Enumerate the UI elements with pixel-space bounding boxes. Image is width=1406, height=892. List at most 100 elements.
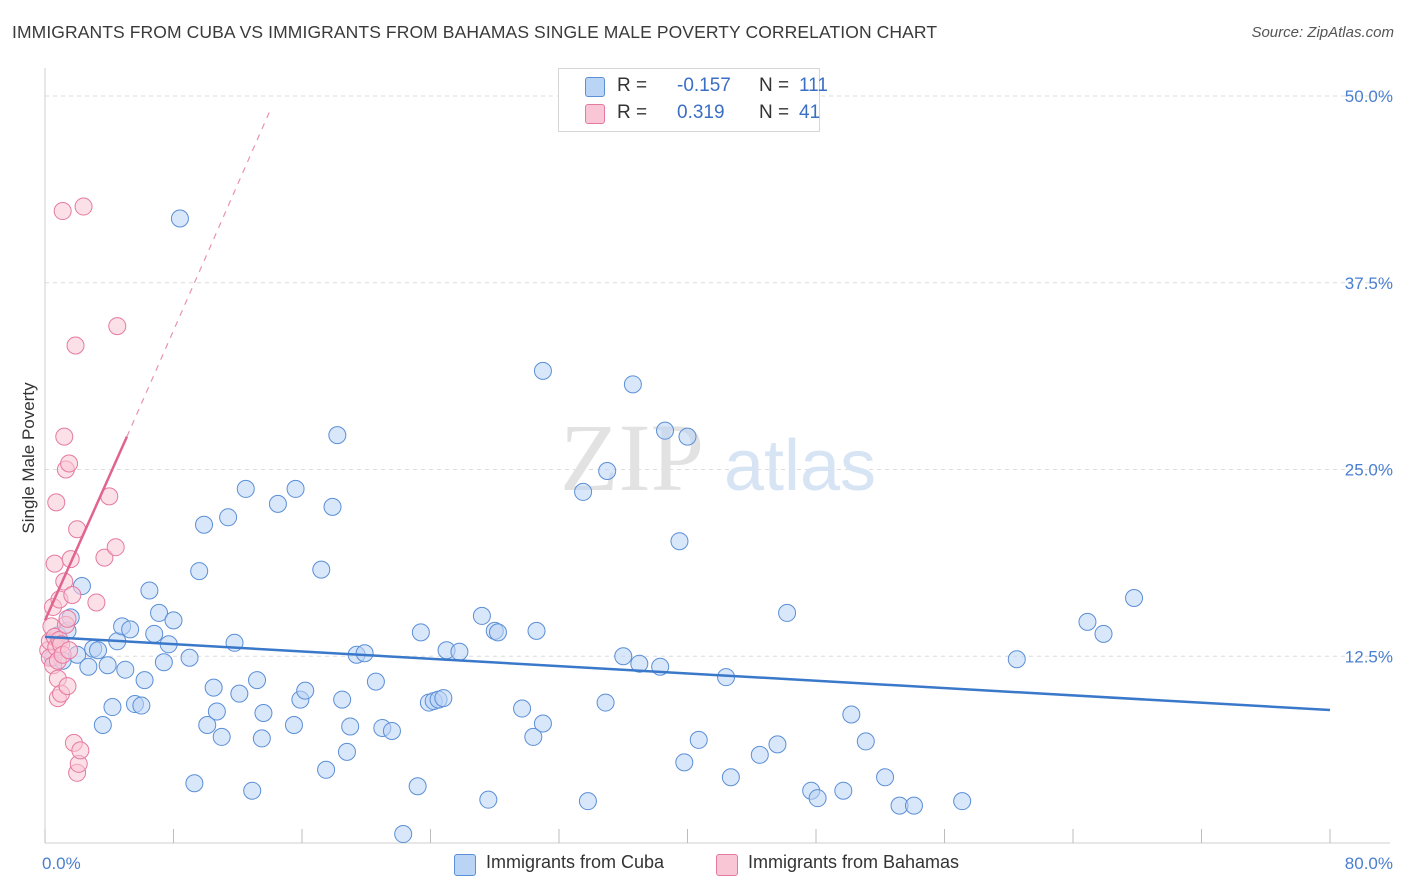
y-tick-label-0: 12.5% bbox=[1345, 647, 1393, 666]
cuba-point-97 bbox=[808, 789, 827, 808]
cuba-point-34 bbox=[212, 727, 231, 746]
cuba-point-15 bbox=[116, 660, 135, 679]
legend-cuba-r-label: R = bbox=[617, 75, 648, 96]
cuba-point-20 bbox=[140, 581, 159, 600]
cuba-point-26 bbox=[170, 209, 189, 228]
cuba-point-93 bbox=[750, 745, 769, 764]
cuba-point-103 bbox=[904, 796, 923, 815]
cuba-point-50 bbox=[323, 497, 342, 516]
cuba-point-16 bbox=[121, 620, 140, 639]
cuba-point-61 bbox=[408, 777, 427, 796]
cuba-point-107 bbox=[1094, 624, 1113, 643]
bottom-legend-swatch-cuba bbox=[454, 854, 476, 876]
cuba-point-38 bbox=[236, 479, 255, 498]
cuba-point-32 bbox=[204, 678, 223, 697]
cuba-point-45 bbox=[286, 479, 305, 498]
cuba-point-75 bbox=[527, 621, 546, 640]
axes bbox=[44, 68, 1390, 844]
y-tick-label-2: 37.5% bbox=[1345, 274, 1393, 293]
cuba-point-57 bbox=[366, 672, 385, 691]
cuba-point-47 bbox=[296, 681, 315, 700]
bahamas-point-26 bbox=[60, 454, 79, 473]
cuba-point-106 bbox=[1078, 612, 1097, 631]
cuba-point-100 bbox=[856, 732, 875, 751]
bahamas-point-8 bbox=[47, 493, 66, 512]
bahamas-point-36 bbox=[87, 593, 106, 612]
cuba-point-94 bbox=[768, 735, 787, 754]
cuba-point-23 bbox=[154, 653, 173, 672]
chart-source: Source: ZipAtlas.com bbox=[1251, 24, 1394, 41]
cuba-point-81 bbox=[598, 461, 617, 480]
bottom-legend-label-bahamas: Immigrants from Bahamas bbox=[748, 852, 960, 872]
y-tick-label-1: 25.0% bbox=[1345, 461, 1393, 480]
x-tick-labels: 0.0% 80.0% bbox=[42, 854, 1393, 873]
cuba-point-39 bbox=[243, 781, 262, 800]
x-tick-label-1: 80.0% bbox=[1345, 854, 1393, 873]
cuba-point-92 bbox=[721, 768, 740, 787]
cuba-point-48 bbox=[312, 560, 331, 579]
bahamas-point-24 bbox=[58, 609, 77, 628]
cuba-point-22 bbox=[150, 603, 169, 622]
bahamas-point-40 bbox=[108, 317, 127, 336]
cuba-point-78 bbox=[574, 482, 593, 501]
cuba-point-62 bbox=[411, 623, 430, 642]
bahamas-trend-line bbox=[43, 436, 129, 621]
legend-bahamas-r-label: R = bbox=[617, 102, 648, 123]
cuba-point-59 bbox=[382, 721, 401, 740]
watermark-atlas: atlas bbox=[724, 426, 876, 506]
trend-lines bbox=[43, 110, 1331, 712]
x-tick-label-0: 0.0% bbox=[42, 854, 81, 873]
y-axis-title: Single Male Poverty bbox=[19, 382, 38, 534]
cuba-point-80 bbox=[596, 693, 615, 712]
chart-title: IMMIGRANTS FROM CUBA VS IMMIGRANTS FROM … bbox=[12, 22, 938, 42]
cuba-point-35 bbox=[219, 508, 238, 527]
cuba-point-49 bbox=[317, 760, 336, 779]
cuba-point-104 bbox=[953, 792, 972, 811]
cuba-point-28 bbox=[185, 774, 204, 793]
cuba-point-108 bbox=[1125, 588, 1144, 607]
cuba-point-31 bbox=[198, 715, 217, 734]
bahamas-point-28 bbox=[63, 585, 82, 604]
cuba-point-44 bbox=[284, 715, 303, 734]
cuba-point-74 bbox=[524, 727, 543, 746]
legend-bahamas-n-value: 41 bbox=[799, 102, 821, 123]
y-tick-labels: 12.5% 25.0% 37.5% 50.0% bbox=[1345, 87, 1393, 666]
cuba-point-11 bbox=[98, 656, 117, 675]
cuba-point-73 bbox=[513, 699, 532, 718]
cuba-point-77 bbox=[533, 361, 552, 380]
cuba-point-10 bbox=[93, 715, 112, 734]
bahamas-trend-extension bbox=[126, 110, 271, 437]
cuba-point-12 bbox=[103, 698, 122, 717]
cuba-point-89 bbox=[678, 427, 697, 446]
cuba-point-56 bbox=[355, 644, 374, 663]
cuba-point-9 bbox=[89, 641, 108, 660]
series-bahamas-points bbox=[39, 197, 127, 782]
cuba-point-53 bbox=[337, 742, 356, 761]
cuba-point-42 bbox=[254, 704, 273, 723]
cuba-point-87 bbox=[670, 532, 689, 551]
cuba-point-43 bbox=[268, 494, 287, 513]
cuba-point-33 bbox=[207, 702, 226, 721]
bahamas-point-23 bbox=[58, 677, 77, 696]
bahamas-point-35 bbox=[74, 197, 93, 216]
cuba-point-82 bbox=[614, 647, 633, 666]
bahamas-point-18 bbox=[53, 202, 72, 221]
cuba-point-66 bbox=[434, 689, 453, 708]
cuba-point-25 bbox=[164, 611, 183, 630]
cuba-point-40 bbox=[248, 671, 267, 690]
bahamas-point-37 bbox=[95, 548, 114, 567]
cuba-point-79 bbox=[578, 792, 597, 811]
bottom-legend-label-cuba: Immigrants from Cuba bbox=[486, 852, 665, 872]
bahamas-point-34 bbox=[71, 741, 90, 760]
legend-swatch-bahamas bbox=[585, 104, 605, 124]
cuba-point-60 bbox=[394, 825, 413, 844]
cuba-point-95 bbox=[778, 603, 797, 622]
cuba-point-86 bbox=[656, 421, 675, 440]
legend-cuba-n-value: 111 bbox=[799, 75, 828, 96]
cuba-point-54 bbox=[341, 717, 360, 736]
cuba-point-72 bbox=[488, 623, 507, 642]
cuba-point-37 bbox=[230, 684, 249, 703]
cuba-point-98 bbox=[834, 781, 853, 800]
bahamas-point-25 bbox=[60, 641, 79, 660]
series-cuba-points bbox=[44, 209, 1144, 844]
